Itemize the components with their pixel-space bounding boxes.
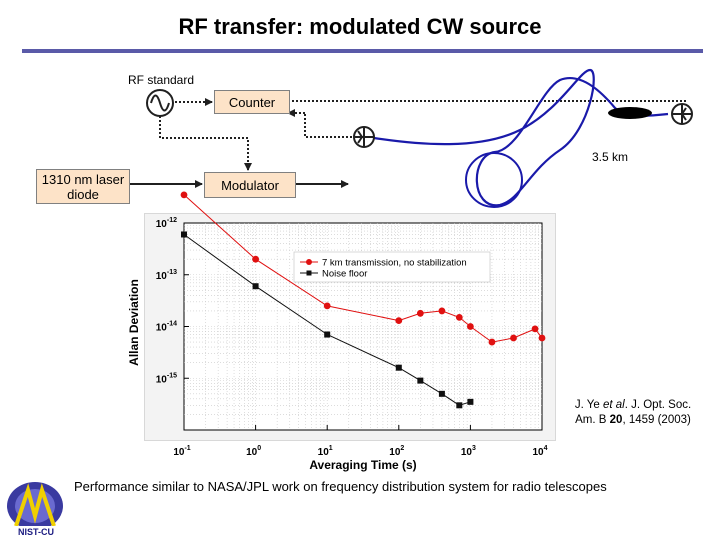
series-2-point — [181, 231, 187, 238]
y-tick-label: 10-14 — [156, 321, 177, 334]
logo-text: NIST-CU — [18, 527, 54, 537]
rf-to-modulator-line — [159, 116, 252, 171]
citation-pages: , 1459 (2003) — [622, 414, 691, 426]
fiber-link — [373, 68, 669, 207]
legend-entry: Noise floor — [322, 269, 367, 280]
series-1-point — [488, 338, 496, 346]
y-axis-label: Allan Deviation — [127, 279, 141, 366]
modulator-box[interactable]: Modulator — [204, 172, 296, 198]
x-tick-label: 10-1 — [173, 445, 190, 458]
x-tick-label: 100 — [246, 445, 261, 458]
series-2-point — [395, 364, 402, 371]
series-1-point — [531, 325, 539, 333]
chart-legend — [293, 251, 491, 283]
fiber-spool-loop — [465, 152, 523, 208]
remote-return-line — [520, 100, 687, 102]
series-1-point — [467, 323, 474, 330]
mixer-icon — [353, 126, 375, 148]
slide-title: RF transfer: modulated CW source — [178, 14, 542, 39]
x-axis-label: Averaging Time (s) — [309, 458, 416, 472]
rf-standard-label: RF standard — [128, 73, 195, 87]
legend-swatch-marker — [306, 270, 312, 276]
fiber-spool — [608, 107, 652, 119]
series-1-point — [538, 334, 546, 342]
fiber-length-label: 3.5 km — [592, 150, 629, 164]
x-tick-label: 102 — [389, 445, 404, 458]
footer-note: Performance similar to NASA/JPL work on … — [74, 479, 607, 494]
series-2-point — [467, 398, 474, 405]
citation-etal: et al — [602, 399, 625, 411]
citation-author: J. Ye — [574, 399, 603, 411]
series-1-point — [416, 309, 424, 317]
laser-diode-box[interactable]: 1310 nm laser diode — [36, 169, 130, 204]
citation: J. Ye et al. J. Opt. Soc. Am. B 20, 1459… — [568, 398, 698, 428]
series-2-point — [438, 390, 445, 397]
citation-volume: 20 — [609, 414, 623, 426]
x-tick-label: 101 — [318, 445, 333, 458]
series-1-point — [455, 313, 463, 321]
legend-swatch-marker — [306, 259, 312, 265]
series-line-1 — [183, 194, 543, 343]
series-2-point — [456, 402, 463, 409]
series-1-point — [180, 191, 188, 199]
y-tick-label: 10-13 — [156, 269, 177, 282]
series-2-point — [417, 377, 424, 384]
x-tick-label: 103 — [461, 445, 476, 458]
series-1-point — [395, 317, 403, 325]
series-1-point — [510, 334, 517, 342]
series-2-point — [252, 283, 259, 290]
oscillator-icon — [146, 89, 174, 117]
nist-cu-logo: NIST-CU — [7, 482, 64, 537]
photodetector-icon — [671, 103, 693, 125]
counter-box[interactable]: Counter — [214, 90, 290, 114]
title-rule — [22, 49, 703, 53]
citation-journal: . J. Opt. Soc. Am. B — [575, 399, 692, 426]
series-1-point — [252, 255, 259, 263]
x-tick-label: 104 — [532, 445, 547, 458]
series-2-point — [324, 331, 331, 338]
series-1-point — [438, 307, 446, 315]
y-tick-label: 10-12 — [156, 217, 177, 230]
y-tick-label: 10-15 — [156, 372, 177, 385]
series-1-point — [323, 302, 331, 310]
legend-entry: 7 km transmission, no stabilization — [322, 258, 467, 269]
